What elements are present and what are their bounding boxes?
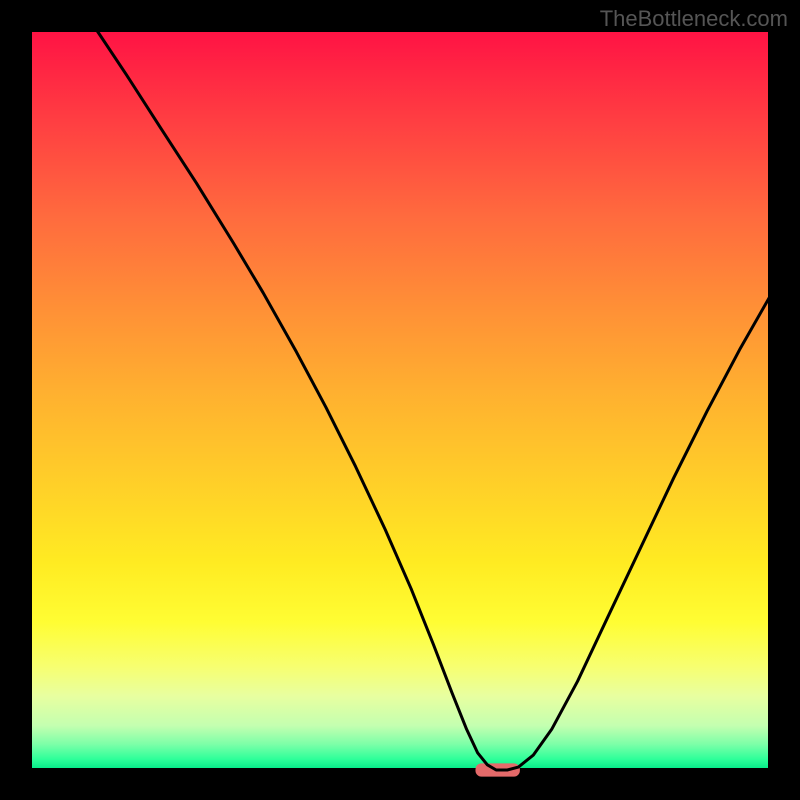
bottleneck-chart <box>0 0 800 800</box>
chart-background <box>30 30 770 770</box>
watermark-text: TheBottleneck.com <box>600 6 788 32</box>
stage: TheBottleneck.com <box>0 0 800 800</box>
